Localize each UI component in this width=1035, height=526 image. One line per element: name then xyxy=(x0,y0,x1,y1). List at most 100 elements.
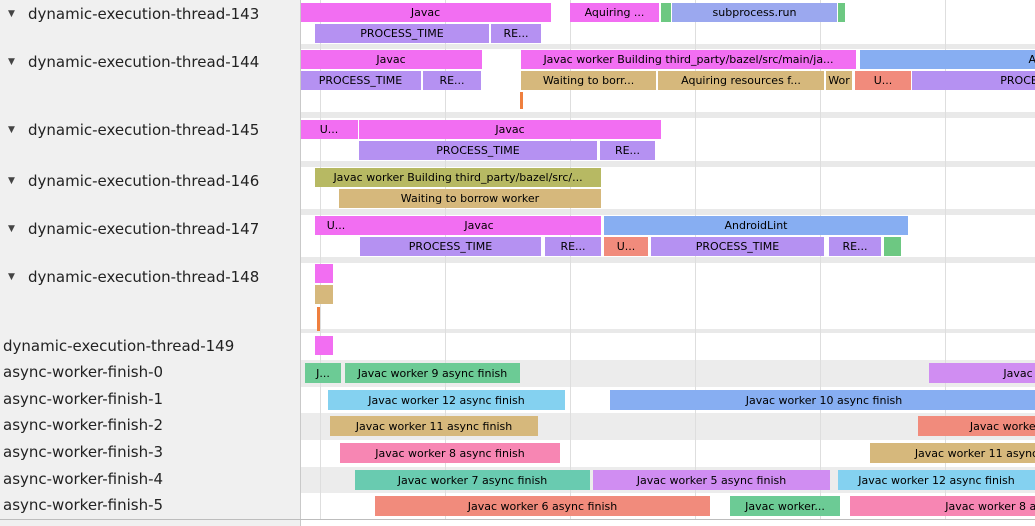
trace-event-bar[interactable]: PROCESS_TIME xyxy=(315,24,489,43)
sidebar-item-dynamic-execution-thread-145[interactable]: ▼ dynamic-execution-thread-145 xyxy=(8,121,259,139)
trace-event-bar[interactable]: Javac xyxy=(359,120,661,139)
trace-event-label: J... xyxy=(316,366,330,380)
sidebar-item-dynamic-execution-thread-148[interactable]: ▼ dynamic-execution-thread-148 xyxy=(8,268,259,286)
trace-event-bar[interactable]: Javac worker 11 async finish xyxy=(330,416,538,436)
trace-event-bar[interactable]: J... xyxy=(305,363,341,383)
trace-event-label: U... xyxy=(616,240,636,253)
trace-event-bar[interactable]: PROCESS_TIME xyxy=(912,71,1035,90)
trace-event-bar[interactable]: Javac worker 12 async finish xyxy=(328,390,565,410)
collapse-arrow-icon[interactable]: ▼ xyxy=(8,272,15,282)
trace-event-bar[interactable]: RE... xyxy=(491,24,541,43)
trace-event-bar[interactable]: Javac worker Building third_party/bazel/… xyxy=(315,168,601,187)
trace-event-bar[interactable]: U... xyxy=(604,237,648,256)
trace-event-label: PROCESS_TIME xyxy=(360,27,444,40)
collapse-arrow-icon[interactable]: ▼ xyxy=(8,125,15,135)
trace-event-bar[interactable]: Javac worker 12 async finish xyxy=(838,470,1035,490)
sidebar-item-async-worker-finish-3[interactable]: async-worker-finish-3 xyxy=(3,443,163,461)
trace-event-bar[interactable]: Javac w... xyxy=(929,363,1035,383)
trace-event-bar[interactable]: Aquiring resources f... xyxy=(658,71,824,90)
gridline xyxy=(945,0,946,519)
collapse-arrow-icon[interactable]: ▼ xyxy=(8,176,15,186)
gridline xyxy=(820,0,821,519)
trace-event-label: RE... xyxy=(439,74,465,87)
trace-event-bar[interactable]: Javac xyxy=(300,50,482,69)
trace-event-bar[interactable]: Waiting to borr... xyxy=(521,71,656,90)
sidebar-item-async-worker-finish-4[interactable]: async-worker-finish-4 xyxy=(3,470,163,488)
trace-event-label: AndroidLint xyxy=(724,219,788,232)
trace-event-bar[interactable] xyxy=(315,336,333,355)
trace-event-bar[interactable]: Javac worker 5 async finish xyxy=(593,470,830,490)
trace-event-bar[interactable] xyxy=(884,237,901,256)
sidebar-item-dynamic-execution-thread-143[interactable]: ▼ dynamic-execution-thread-143 xyxy=(8,5,259,23)
trace-event-bar[interactable]: Javac worker 9 async finish xyxy=(345,363,520,383)
trace-event-bar[interactable]: Javac worker 8 async finish xyxy=(340,443,560,463)
trace-event-label: Javac worker 12 async finish xyxy=(368,393,525,407)
trace-event-bar[interactable]: Javac worker... xyxy=(730,496,840,516)
trace-event-bar[interactable] xyxy=(661,3,671,22)
sidebar-item-dynamic-execution-thread-147[interactable]: ▼ dynamic-execution-thread-147 xyxy=(8,220,259,238)
trace-instant-event[interactable] xyxy=(317,307,320,331)
trace-event-bar[interactable]: AndroidLint xyxy=(860,50,1035,69)
track-name-label: dynamic-execution-thread-144 xyxy=(28,53,260,71)
sidebar-divider xyxy=(300,0,301,526)
trace-event-label: Javac worker Building third_party/bazel/… xyxy=(333,171,583,184)
trace-event-label: RE... xyxy=(842,240,868,253)
sidebar-item-async-worker-finish-2[interactable]: async-worker-finish-2 xyxy=(3,416,163,434)
trace-event-label: Javac worker... xyxy=(745,499,825,513)
trace-event-label: Javac worker 12 async finish xyxy=(858,473,1015,487)
trace-event-bar[interactable]: RE... xyxy=(423,71,481,90)
trace-event-bar[interactable]: PROCESS_TIME xyxy=(300,71,421,90)
trace-event-label: Javac worker 7 async finish xyxy=(397,473,548,487)
group-separator xyxy=(300,257,1035,263)
trace-event-bar[interactable]: Javac worker 11 async f... xyxy=(870,443,1035,463)
trace-event-bar[interactable]: PROCESS_TIME xyxy=(359,141,597,160)
trace-event-bar[interactable]: Javac worker 10 async finish xyxy=(610,390,1035,410)
gridline xyxy=(320,0,321,519)
trace-event-bar[interactable]: Javac xyxy=(300,3,551,22)
trace-event-bar[interactable] xyxy=(315,285,333,304)
trace-event-bar[interactable]: Aquiring ... xyxy=(570,3,659,22)
trace-event-bar[interactable]: Waiting to borrow worker xyxy=(339,189,601,208)
trace-event-bar[interactable]: Javac worker Building third_party/bazel/… xyxy=(521,50,856,69)
trace-event-label: Javac worker 6 async finish xyxy=(467,499,618,513)
sidebar-item-dynamic-execution-thread-146[interactable]: ▼ dynamic-execution-thread-146 xyxy=(8,172,259,190)
group-separator xyxy=(300,209,1035,215)
sidebar-item-async-worker-finish-1[interactable]: async-worker-finish-1 xyxy=(3,390,163,408)
trace-event-bar[interactable]: subprocess.run xyxy=(672,3,837,22)
trace-event-bar[interactable]: U... xyxy=(315,216,357,235)
trace-event-bar[interactable]: Javac xyxy=(357,216,601,235)
trace-event-bar[interactable]: PROCESS_TIME xyxy=(360,237,541,256)
trace-event-bar[interactable] xyxy=(315,264,333,283)
trace-event-label: Javac worker 5 async finish xyxy=(636,473,787,487)
trace-event-label: Javac worker Building third_party/bazel/… xyxy=(543,53,834,66)
group-separator xyxy=(300,112,1035,118)
trace-event-bar[interactable]: U... xyxy=(300,120,358,139)
trace-event-bar[interactable]: RE... xyxy=(829,237,881,256)
trace-event-bar[interactable] xyxy=(838,3,845,22)
trace-event-label: RE... xyxy=(503,27,529,40)
sidebar-item-dynamic-execution-thread-149[interactable]: dynamic-execution-thread-149 xyxy=(3,337,235,355)
gridline xyxy=(570,0,571,519)
trace-event-bar[interactable]: PROCESS_TIME xyxy=(651,237,824,256)
sidebar-item-dynamic-execution-thread-144[interactable]: ▼ dynamic-execution-thread-144 xyxy=(8,53,260,71)
trace-event-bar[interactable]: AndroidLint xyxy=(604,216,908,235)
trace-event-bar[interactable]: Javac worker 6 async finish xyxy=(375,496,710,516)
trace-event-label: Waiting to borr... xyxy=(542,74,635,87)
trace-event-bar[interactable]: Wor xyxy=(826,71,852,90)
trace-instant-event[interactable] xyxy=(520,92,523,109)
trace-event-bar[interactable]: U... xyxy=(855,71,911,90)
sidebar-item-async-worker-finish-0[interactable]: async-worker-finish-0 xyxy=(3,363,163,381)
collapse-arrow-icon[interactable]: ▼ xyxy=(8,9,15,19)
trace-event-bar[interactable]: Javac worke... xyxy=(918,416,1035,436)
trace-event-bar[interactable]: RE... xyxy=(545,237,601,256)
trace-event-label: PROCESS_TIME xyxy=(436,144,520,157)
bottom-border xyxy=(0,519,1035,520)
trace-event-bar[interactable]: Javac worker 8 async finish xyxy=(850,496,1035,516)
trace-event-bar[interactable]: RE... xyxy=(600,141,655,160)
collapse-arrow-icon[interactable]: ▼ xyxy=(8,57,15,67)
sidebar-item-async-worker-finish-5[interactable]: async-worker-finish-5 xyxy=(3,496,163,514)
trace-event-bar[interactable]: Javac worker 7 async finish xyxy=(355,470,590,490)
collapse-arrow-icon[interactable]: ▼ xyxy=(8,224,15,234)
track-name-label: dynamic-execution-thread-149 xyxy=(3,337,235,355)
